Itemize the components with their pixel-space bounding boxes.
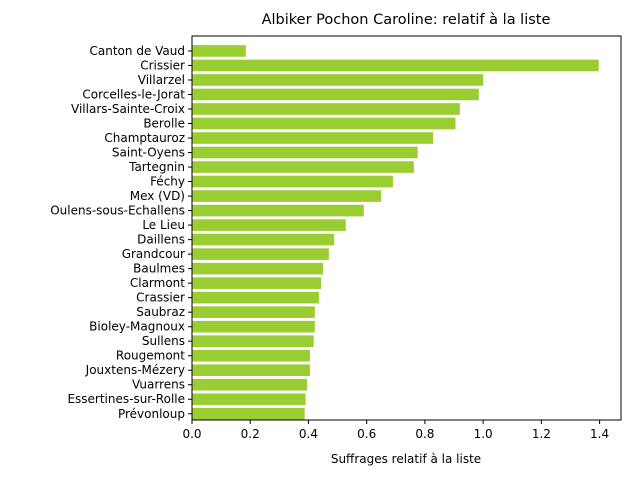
y-tick-label-2: Villarzel bbox=[138, 73, 185, 87]
y-tick-label-9: Féchy bbox=[150, 175, 185, 189]
y-tick-label-20: Sullens bbox=[142, 334, 185, 348]
bar-1 bbox=[192, 59, 599, 72]
bar-22 bbox=[192, 364, 310, 377]
x-axis-label: Suffrages relatif à la liste bbox=[331, 452, 481, 466]
y-tick-label-1: Crissier bbox=[140, 58, 185, 72]
x-tick-label-4: 0.8 bbox=[415, 427, 434, 441]
y-tick-label-4: Villars-Sainte-Croix bbox=[71, 102, 185, 116]
bar-16 bbox=[192, 277, 321, 289]
bar-20 bbox=[192, 335, 314, 348]
bar-13 bbox=[192, 233, 335, 246]
bar-4 bbox=[192, 103, 460, 115]
x-tick-label-5: 1.0 bbox=[474, 427, 493, 441]
bar-21 bbox=[192, 349, 310, 362]
bar-0 bbox=[192, 45, 246, 57]
y-tick-label-5: Berolle bbox=[143, 117, 185, 131]
bar-8 bbox=[192, 161, 414, 173]
x-tick-label-0: 0.0 bbox=[182, 427, 201, 441]
x-tick-label-3: 0.6 bbox=[357, 427, 376, 441]
bar-14 bbox=[192, 248, 329, 260]
bar-9 bbox=[192, 175, 393, 188]
y-tick-label-13: Daillens bbox=[137, 233, 185, 247]
bar-3 bbox=[192, 88, 479, 101]
x-tick-label-7: 1.4 bbox=[590, 427, 609, 441]
plot-frame bbox=[191, 35, 622, 421]
y-tick-label-25: Prévonloup bbox=[118, 407, 185, 421]
y-tick-label-24: Essertines-sur-Rolle bbox=[67, 392, 185, 406]
y-tick-label-3: Corcelles-le-Jorat bbox=[82, 87, 185, 101]
bar-24 bbox=[192, 393, 306, 406]
bar-6 bbox=[192, 132, 434, 144]
y-tick-label-17: Crassier bbox=[136, 291, 185, 305]
y-tick-label-10: Mex (VD) bbox=[130, 189, 185, 203]
x-ticks: 0.0 0.2 0.4 0.6 0.8 1.0 1.2 1.4 bbox=[182, 420, 609, 441]
y-tick-label-7: Saint-Oyens bbox=[112, 146, 185, 160]
y-tick-label-15: Baulmes bbox=[133, 262, 185, 276]
y-tick-label-14: Grandcour bbox=[122, 247, 185, 261]
y-tick-label-12: Le Lieu bbox=[142, 218, 185, 232]
y-tick-label-11: Oulens-sous-Echallens bbox=[50, 204, 185, 218]
y-tick-labels: Canton de VaudCrissierVillarzelCorcelles… bbox=[50, 44, 192, 421]
bar-5 bbox=[192, 117, 456, 130]
bar-25 bbox=[192, 407, 305, 420]
bar-11 bbox=[192, 204, 364, 217]
bar-2 bbox=[192, 74, 484, 86]
y-tick-label-0: Canton de Vaud bbox=[90, 44, 185, 58]
x-tick-label-1: 0.2 bbox=[241, 427, 260, 441]
bar-7 bbox=[192, 146, 418, 159]
y-tick-label-22: Jouxtens-Mézery bbox=[85, 363, 185, 377]
bar-23 bbox=[192, 378, 308, 391]
chart-title: Albiker Pochon Caroline: relatif à la li… bbox=[262, 12, 551, 28]
bars-group bbox=[192, 45, 599, 420]
y-tick-label-23: Vuarrens bbox=[132, 378, 185, 392]
y-tick-label-21: Rougemont bbox=[116, 349, 185, 363]
x-tick-label-2: 0.4 bbox=[299, 427, 318, 441]
bar-18 bbox=[192, 306, 315, 318]
y-tick-label-8: Tartegnin bbox=[128, 160, 185, 174]
y-tick-label-19: Bioley-Magnoux bbox=[89, 320, 185, 334]
bar-19 bbox=[192, 320, 315, 333]
y-tick-label-16: Clarmont bbox=[130, 276, 185, 290]
x-tick-label-6: 1.2 bbox=[532, 427, 551, 441]
bar-12 bbox=[192, 219, 346, 231]
bar-15 bbox=[192, 262, 324, 275]
y-tick-label-18: Saubraz bbox=[136, 305, 185, 319]
y-tick-label-6: Champtauroz bbox=[104, 131, 185, 145]
bar-17 bbox=[192, 291, 319, 304]
bar-10 bbox=[192, 190, 382, 202]
